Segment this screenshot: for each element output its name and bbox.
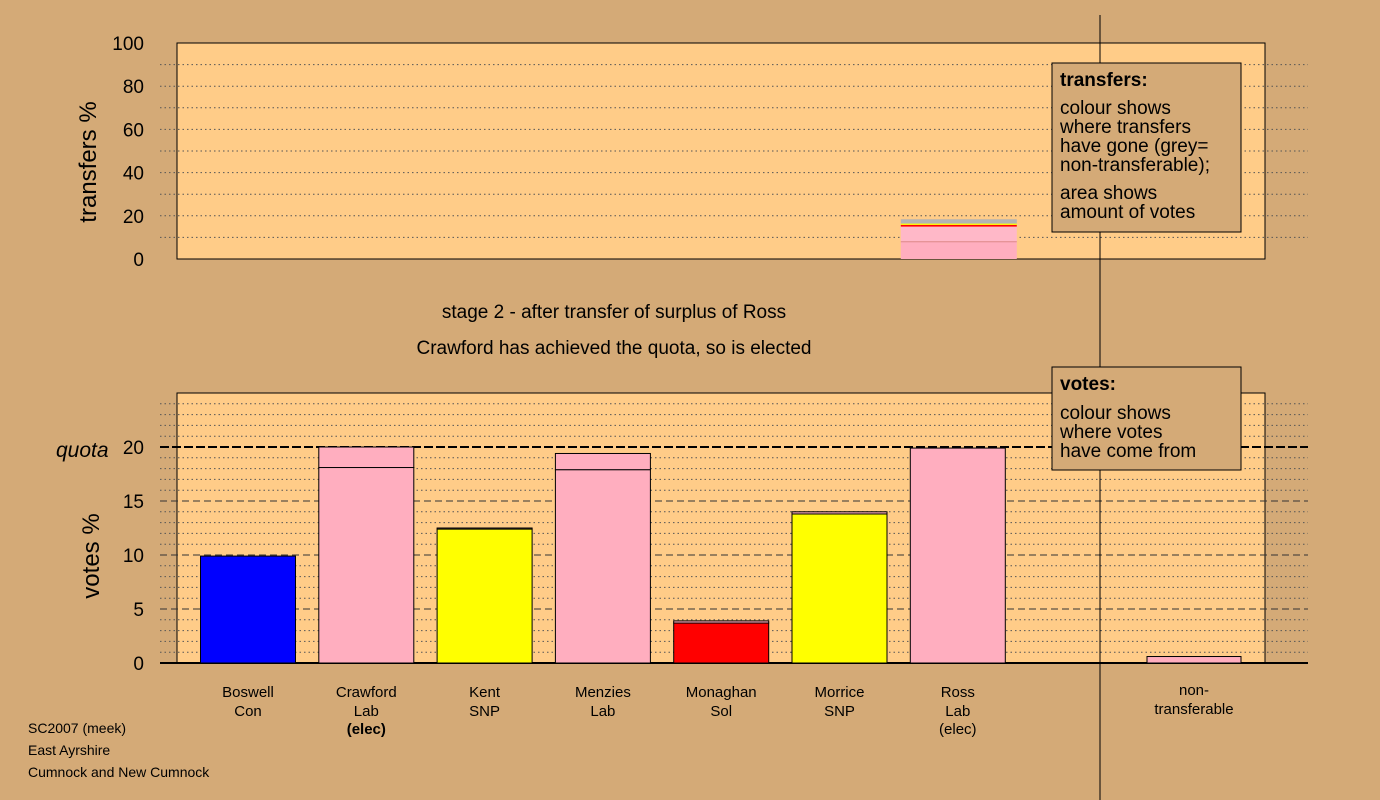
candidate-name: Monaghan (686, 684, 757, 701)
transfers-tick-label: 100 (112, 34, 144, 55)
stage-subtitle: Crawford has achieved the quota, so is e… (416, 338, 811, 359)
candidate-party: SNP (469, 703, 500, 720)
votes-legend-heading: votes: (1060, 374, 1116, 395)
votes-legend-box (1051, 366, 1242, 471)
candidate-party: Lab (945, 703, 970, 720)
votes-legend: votes: colour shows where votes have com… (1051, 366, 1242, 471)
transfers-y-ticks: 0 20 40 60 80 100 (112, 34, 144, 271)
transfers-legend-line: non-transferable); (1060, 155, 1210, 176)
candidate-status: (elec) (939, 721, 977, 738)
transfers-legend: transfers: colour shows where transfers … (1051, 62, 1242, 233)
candidate-party: Lab (354, 703, 379, 720)
vote-bar-crawford-seg0 (318, 467, 415, 664)
non-transferable-label: transferable (1154, 701, 1233, 718)
transfers-tick-label: 80 (123, 77, 144, 98)
votes-tick-label: 10 (123, 546, 144, 567)
votes-y-axis-label: votes % (78, 513, 105, 598)
candidate-party: Sol (710, 703, 732, 720)
transfers-legend-line: where transfers (1059, 117, 1191, 138)
candidate-name: Menzies (575, 684, 631, 701)
transfers-legend-line: have gone (grey= (1060, 136, 1208, 157)
votes-legend-line: where votes (1059, 422, 1162, 443)
candidate-party: Lab (590, 703, 615, 720)
transfers-tick-label: 60 (123, 120, 144, 141)
transfers-legend-line: amount of votes (1060, 202, 1195, 223)
transfers-bars (900, 219, 1017, 259)
votes-legend-line: colour shows (1060, 403, 1171, 424)
vote-bar-menzies-seg1 (554, 452, 651, 471)
transfers-y-axis-label: transfers % (75, 101, 102, 222)
transfers-legend-line: colour shows (1060, 98, 1171, 119)
transfer-segment-non-transferable (900, 219, 1017, 224)
transfers-tick-label: 0 (133, 250, 144, 271)
votes-legend-line: have come from (1060, 441, 1196, 462)
stage-title: stage 2 - after transfer of surplus of R… (442, 302, 786, 323)
candidate-name: Boswell (222, 684, 274, 701)
vote-bar-monaghan-seg0 (673, 622, 770, 664)
votes-tick-label: 5 (133, 600, 144, 621)
vote-bar-crawford-seg1 (318, 446, 415, 469)
vote-bar-kent-seg1 (436, 527, 533, 530)
votes-tick-label: 20 (123, 438, 144, 459)
candidate-name: Morrice (814, 684, 864, 701)
non-transferable-label: non- (1179, 682, 1209, 699)
votes-tick-label: 15 (123, 492, 144, 513)
candidate-name: Crawford (336, 684, 397, 701)
transfer-segment-snp (900, 223, 1017, 225)
candidate-party: SNP (824, 703, 855, 720)
transfers-legend-heading: transfers: (1060, 70, 1148, 91)
vote-bar-morrice-seg0 (791, 513, 888, 664)
candidate-labels: BoswellConCrawfordLab(elec)KentSNPMenzie… (222, 682, 1233, 738)
quota-label: quota (56, 439, 109, 462)
transfers-legend-line: area shows (1060, 183, 1157, 204)
votes-tick-label: 0 (133, 654, 144, 675)
candidate-name: Kent (469, 684, 501, 701)
votes-bars (200, 446, 1242, 664)
footer-line-method: SC2007 (meek) (28, 720, 127, 736)
vote-bar-boswell-seg0 (200, 555, 296, 664)
vote-bar-ross-seg0 (909, 447, 1006, 664)
candidate-status: (elec) (347, 721, 386, 738)
footer-line-ward: Cumnock and New Cumnock (28, 764, 210, 780)
non-transferable-bar (1146, 656, 1242, 664)
transfer-segment-lab (900, 241, 1017, 259)
transfer-segment-lab (900, 226, 1017, 242)
vote-bar-morrice-seg1 (791, 511, 888, 515)
candidate-party: Con (234, 703, 262, 720)
votes-y-ticks: 0 5 10 15 20 (123, 438, 144, 675)
transfers-legend-box (1051, 62, 1242, 233)
footer-line-council: East Ayrshire (28, 742, 111, 758)
transfers-tick-label: 20 (123, 207, 144, 228)
vote-bar-monaghan-seg1 (673, 620, 770, 624)
transfers-tick-label: 40 (123, 164, 144, 185)
transfer-segment-sol (900, 224, 1017, 227)
candidate-name: Ross (941, 684, 975, 701)
vote-bar-kent-seg0 (436, 528, 533, 664)
vote-bar-menzies-seg0 (554, 469, 651, 664)
